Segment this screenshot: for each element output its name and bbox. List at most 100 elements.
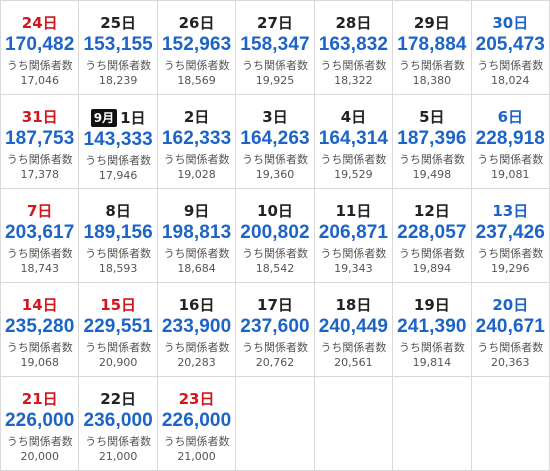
related-count-value: 20,561 <box>334 356 373 369</box>
day-label: 23日 <box>179 390 215 408</box>
count-value: 235,280 <box>5 316 75 337</box>
count-value: 228,057 <box>397 222 467 243</box>
day-number: 29日 <box>413 14 450 32</box>
related-count-label: うち関係者数 <box>163 341 230 354</box>
related-count-value: 17,378 <box>20 168 59 181</box>
calendar-cell-empty <box>471 377 550 471</box>
day-label: 28日 <box>335 14 371 32</box>
day-number: 2日 <box>183 108 210 126</box>
related-count-label: うち関係者数 <box>6 153 73 166</box>
count-value: 164,263 <box>240 128 310 149</box>
day-number: 28日 <box>335 14 372 32</box>
count-value: 237,426 <box>475 222 545 243</box>
count-value: 164,314 <box>318 128 389 149</box>
related-count-label: うち関係者数 <box>241 153 308 166</box>
day-label: 30日 <box>492 14 528 32</box>
calendar-cell: 30日 205,473 うち関係者数 18,024 <box>471 1 550 95</box>
calendar-cell: 10日 200,802 うち関係者数 18,542 <box>236 189 315 283</box>
related-count-label: うち関係者数 <box>163 59 230 72</box>
related-count-value: 18,380 <box>412 74 452 87</box>
day-label: 29日 <box>414 14 450 32</box>
related-count-label: うち関係者数 <box>477 247 544 260</box>
day-number: 10日 <box>257 202 293 220</box>
calendar-cell: 9月 1日 143,333 うち関係者数 17,946 <box>79 95 158 189</box>
calendar-cell: 23日 226,000 うち関係者数 21,000 <box>157 377 237 471</box>
day-label: 11日 <box>335 202 371 220</box>
calendar-cell: 9日 198,813 うち関係者数 18,684 <box>157 189 237 283</box>
calendar-cell: 20日 240,671 うち関係者数 20,363 <box>471 283 550 377</box>
count-value: 143,333 <box>83 129 153 150</box>
calendar-cell: 27日 158,347 うち関係者数 19,925 <box>236 1 315 95</box>
day-label: 10日 <box>257 202 293 220</box>
day-label: 26日 <box>179 14 215 32</box>
day-number: 12日 <box>413 202 450 220</box>
related-count-value: 18,542 <box>255 262 295 275</box>
day-label: 4日 <box>341 108 366 126</box>
related-count-label: うち関係者数 <box>398 341 465 354</box>
related-count-value: 19,814 <box>412 356 452 369</box>
calendar-cell: 29日 178,884 うち関係者数 18,380 <box>393 1 472 95</box>
related-count-value: 21,000 <box>177 450 216 463</box>
related-count-label: うち関係者数 <box>85 247 152 260</box>
related-count-value: 18,322 <box>334 74 373 87</box>
calendar-cell: 21日 226,000 うち関係者数 20,000 <box>1 377 80 471</box>
calendar-cell: 11日 206,871 うち関係者数 19,343 <box>314 189 394 283</box>
calendar-cell: 17日 237,600 うち関係者数 20,762 <box>236 283 315 377</box>
calendar-cell: 15日 229,551 うち関係者数 20,900 <box>79 283 158 377</box>
calendar-cell: 22日 236,000 うち関係者数 21,000 <box>79 377 158 471</box>
related-count-value: 18,684 <box>177 262 216 275</box>
day-number: 14日 <box>21 296 58 314</box>
related-count-label: うち関係者数 <box>85 154 152 167</box>
count-value: 158,347 <box>240 34 310 55</box>
day-number: 9日 <box>183 202 210 220</box>
day-label: 7日 <box>27 202 52 220</box>
calendar-cell-empty <box>236 377 315 471</box>
day-label: 19日 <box>414 296 450 314</box>
day-label: 24日 <box>22 14 58 32</box>
count-value: 205,473 <box>475 34 545 55</box>
related-count-value: 17,046 <box>20 74 59 87</box>
calendar-cell: 28日 163,832 うち関係者数 18,322 <box>314 1 394 95</box>
count-value: 163,832 <box>318 34 389 55</box>
related-count-value: 20,000 <box>20 450 59 463</box>
related-count-value: 18,024 <box>491 74 530 87</box>
day-label: 25日 <box>100 14 136 32</box>
day-label: 20日 <box>492 296 528 314</box>
day-number: 11日 <box>335 202 372 220</box>
day-number: 7日 <box>26 202 53 220</box>
related-count-value: 20,900 <box>98 356 138 369</box>
count-value: 226,000 <box>5 410 75 431</box>
count-value: 203,617 <box>5 222 75 243</box>
day-label: 21日 <box>22 390 58 408</box>
count-value: 233,900 <box>161 316 232 337</box>
count-value: 236,000 <box>83 410 153 431</box>
day-number: 4日 <box>340 108 367 126</box>
day-number: 20日 <box>492 296 529 314</box>
day-label: 8日 <box>105 202 130 220</box>
related-count-label: うち関係者数 <box>163 435 230 448</box>
day-label: 13日 <box>492 202 528 220</box>
related-count-value: 19,028 <box>177 168 216 181</box>
calendar-cell: 16日 233,900 うち関係者数 20,283 <box>157 283 237 377</box>
related-count-label: うち関係者数 <box>398 59 465 72</box>
day-label: 17日 <box>257 296 293 314</box>
calendar-cell: 8日 189,156 うち関係者数 18,593 <box>79 189 158 283</box>
count-value: 226,000 <box>161 410 232 431</box>
related-count-value: 19,894 <box>412 262 452 275</box>
calendar-cell: 14日 235,280 うち関係者数 19,068 <box>1 283 80 377</box>
related-count-value: 19,081 <box>491 168 530 181</box>
related-count-label: うち関係者数 <box>320 341 387 354</box>
calendar-cell: 6日 228,918 うち関係者数 19,081 <box>471 95 550 189</box>
calendar-cell-empty <box>314 377 394 471</box>
day-number: 17日 <box>257 296 293 314</box>
count-value: 189,156 <box>83 222 153 243</box>
day-label: 12日 <box>414 202 450 220</box>
related-count-label: うち関係者数 <box>241 59 308 72</box>
calendar-cell-empty <box>393 377 472 471</box>
day-number: 15日 <box>100 296 137 314</box>
count-value: 187,753 <box>5 128 75 149</box>
related-count-label: うち関係者数 <box>6 247 73 260</box>
count-value: 198,813 <box>161 222 232 243</box>
calendar-cell: 25日 153,155 うち関係者数 18,239 <box>79 1 158 95</box>
count-value: 178,884 <box>397 34 467 55</box>
